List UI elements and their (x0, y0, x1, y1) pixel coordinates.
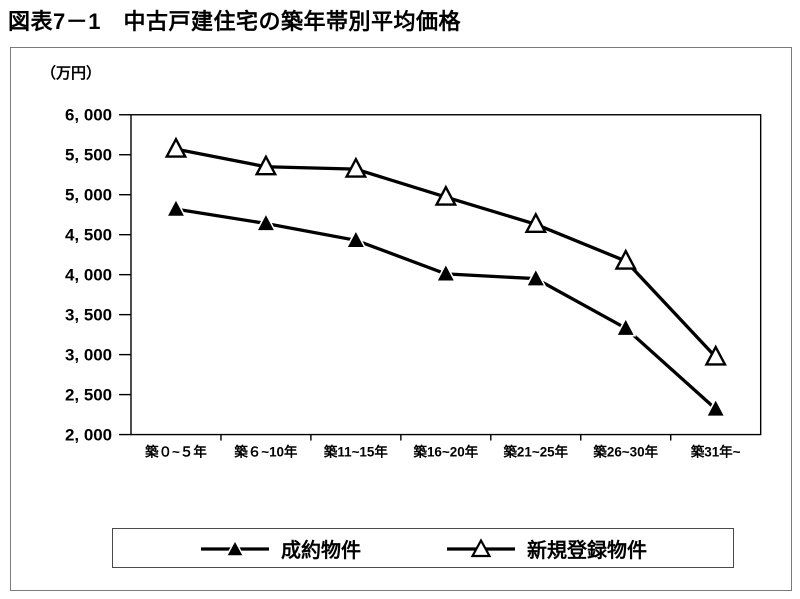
data-point-1-4 (524, 211, 548, 233)
data-point-0-3 (435, 262, 457, 283)
series-markers-0 (165, 197, 727, 418)
y-tick-label: 3, 000 (65, 346, 112, 365)
chart-legend: 成約物件 新規登録物件 (112, 528, 734, 568)
series-line-0 (175, 207, 717, 411)
y-tick-label: 2, 000 (65, 426, 112, 445)
data-point-1-0 (164, 136, 188, 158)
data-point-0-1 (255, 211, 277, 232)
y-axis-unit-label: （万円） (41, 65, 102, 82)
legend-item-contracted: 成約物件 (199, 534, 361, 563)
x-tick-label: 築31年~ (690, 443, 741, 459)
y-tick-label: 2, 500 (65, 386, 112, 405)
series-line-1 (175, 147, 717, 359)
filled-triangle-marker-icon (201, 539, 269, 557)
chart-frame: （万円） 2, 000 2, 500 3, 000 3, 500 4, 000 4, 50… (10, 47, 792, 591)
data-point-1-1 (254, 154, 278, 176)
y-tick-label: 6, 000 (65, 106, 112, 125)
legend-label-contracted: 成約物件 (281, 539, 361, 562)
x-tick-label: 築21~25年 (502, 443, 568, 459)
line-chart-plot: 2, 000 2, 500 3, 000 3, 500 4, 000 4, 500 5, 0… (65, 106, 762, 459)
y-tick-label: 4, 500 (65, 226, 112, 245)
x-tick-label: 築０~５年 (144, 443, 207, 459)
y-tick-label: 5, 000 (65, 186, 112, 205)
open-triangle-marker-icon (447, 538, 515, 558)
y-tick-label: 3, 500 (65, 306, 112, 325)
data-point-1-2 (344, 156, 368, 178)
x-tick-label: 築26~30年 (592, 443, 658, 459)
series-markers-1 (164, 136, 727, 366)
x-tick-label: 築６~10年 (233, 443, 298, 459)
figure-title: 図表7－1 中古戸建住宅の築年帯別平均価格 (8, 9, 461, 34)
legend-item-new-listing: 新規登録物件 (445, 534, 647, 563)
data-point-0-2 (345, 228, 367, 249)
y-tick-label: 4, 000 (65, 266, 112, 285)
y-tick-label: 5, 500 (65, 146, 112, 165)
data-point-1-5 (614, 248, 637, 270)
data-point-0-0 (165, 197, 187, 218)
x-tick-label: 築16~20年 (413, 443, 479, 459)
data-point-0-6 (705, 397, 727, 418)
data-point-0-4 (525, 266, 547, 287)
x-tick-label: 築11~15年 (323, 443, 388, 459)
data-point-0-5 (615, 316, 637, 337)
data-point-1-3 (434, 184, 458, 206)
data-point-1-6 (704, 344, 727, 366)
legend-label-new-listing: 新規登録物件 (527, 539, 647, 562)
